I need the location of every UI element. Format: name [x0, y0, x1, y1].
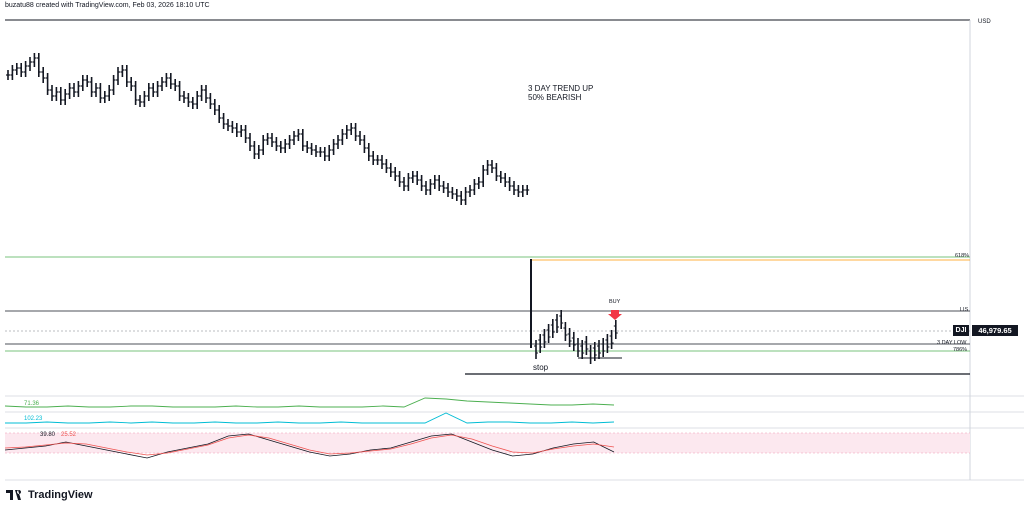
- buy-label: BUY: [609, 299, 621, 305]
- stoch-d-line: [4, 434, 615, 456]
- stoch-k-value: 39.80: [40, 432, 56, 438]
- three-day-low-label: 3 DAY LOW: [937, 340, 967, 346]
- annotation-line-2: 50% BEARISH: [528, 93, 582, 102]
- indicator-cyan-line: [5, 412, 615, 424]
- fib-786-label: 786%: [953, 347, 968, 353]
- current-price-tag: 46,979.65: [972, 325, 1018, 336]
- chart-attribution: buzatu88 created with TradingView.com, F…: [5, 2, 210, 9]
- buy-arrow-icon: [608, 310, 622, 320]
- tradingview-logo[interactable]: TradingView: [6, 489, 93, 501]
- indicator-green-line: [4, 397, 615, 408]
- stoch-band: [5, 433, 970, 453]
- stoch-k-line: [4, 433, 615, 459]
- currency-label: USD: [978, 19, 991, 25]
- ticker-symbol-tag: DJI: [953, 325, 969, 336]
- stop-label: stop: [533, 363, 549, 372]
- lower-bars: [534, 310, 618, 364]
- price-bars: [6, 53, 530, 205]
- trend-annotation: 3 DAY TREND UP 50% BEARISH: [528, 84, 593, 102]
- indicator-green-value: 71.36: [24, 401, 40, 407]
- fib-618-label: 618%: [955, 253, 970, 259]
- annotation-line-1: 3 DAY TREND UP: [528, 84, 594, 93]
- stoch-d-value: 25.52: [61, 432, 77, 438]
- logo-text: TradingView: [28, 489, 93, 501]
- lis-label: LIS: [960, 307, 969, 313]
- indicator-cyan-value: 102.23: [24, 416, 43, 422]
- tradingview-logo-icon: [6, 489, 22, 500]
